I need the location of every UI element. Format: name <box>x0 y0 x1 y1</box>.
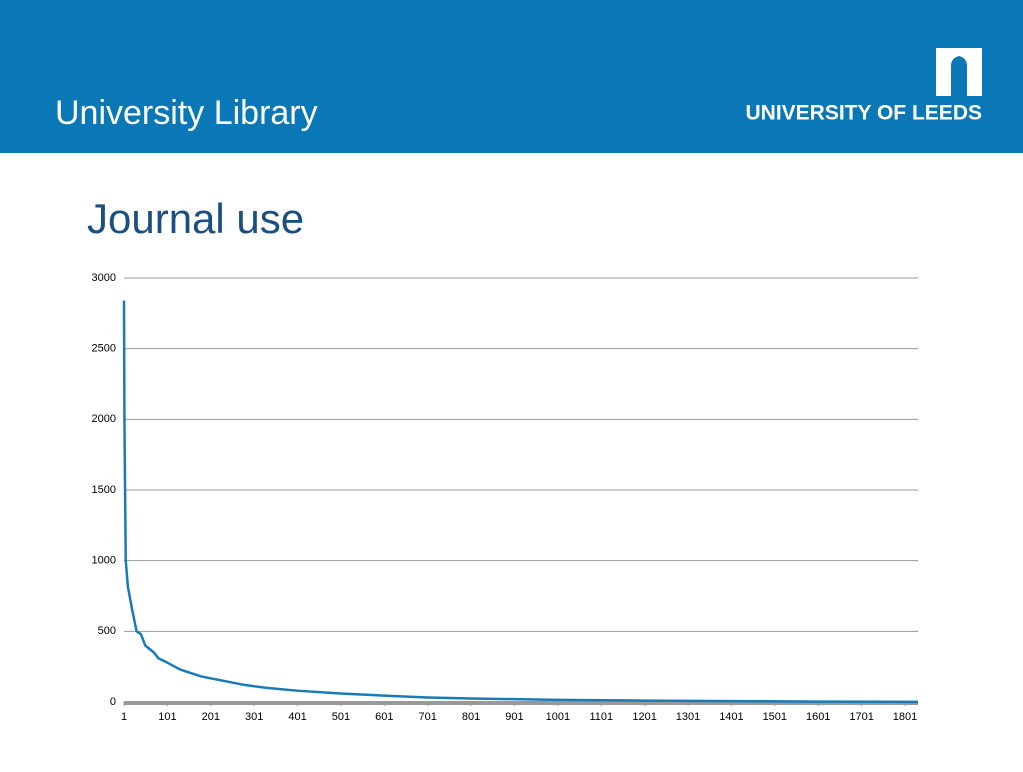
x-tick-label: 1101 <box>589 711 613 723</box>
x-tick-label: 1401 <box>719 711 743 723</box>
x-tick-label: 501 <box>332 711 350 723</box>
x-tick-label: 901 <box>505 711 523 723</box>
x-tick-label: 1801 <box>893 711 917 723</box>
x-tick-label: 1501 <box>763 711 787 723</box>
y-tick-label: 2000 <box>92 413 116 425</box>
x-tick-label: 701 <box>419 711 437 723</box>
x-tick-label: 401 <box>288 711 306 723</box>
x-tick-label: 301 <box>245 711 263 723</box>
y-tick-label: 0 <box>110 696 116 708</box>
x-tick-label: 101 <box>158 711 176 723</box>
y-tick-label: 1000 <box>92 555 116 567</box>
x-tick-label: 801 <box>462 711 480 723</box>
data-line <box>122 300 919 704</box>
logo-text: UNIVERSITY OF LEEDS <box>746 102 983 125</box>
y-tick-label: 3000 <box>92 272 116 284</box>
logo-icon <box>936 48 982 96</box>
x-tick-label: 1601 <box>806 711 830 723</box>
x-tick-label: 1701 <box>849 711 873 723</box>
x-tick-label: 601 <box>375 711 393 723</box>
header-band <box>0 0 1023 153</box>
header-title: University Library <box>55 94 318 132</box>
x-tick-label: 1001 <box>546 711 570 723</box>
x-tick-label: 201 <box>202 711 220 723</box>
x-tick-label: 1 <box>121 711 127 723</box>
y-tick-label: 500 <box>98 625 116 637</box>
chart-title: Journal use <box>87 195 304 242</box>
x-tick-label: 1301 <box>676 711 700 723</box>
y-tick-label: 2500 <box>92 343 116 355</box>
x-tick-label: 1201 <box>632 711 656 723</box>
y-tick-label: 1500 <box>92 484 116 496</box>
